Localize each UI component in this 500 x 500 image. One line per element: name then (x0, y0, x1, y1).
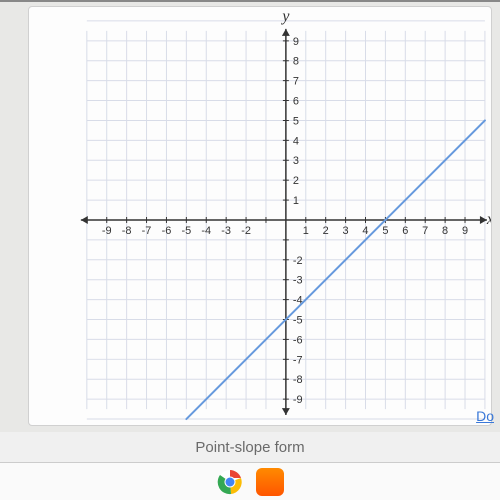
svg-text:-5: -5 (181, 225, 191, 237)
svg-text:2: 2 (293, 175, 299, 187)
svg-text:5: 5 (293, 115, 299, 127)
taskbar (0, 462, 500, 500)
svg-text:-2: -2 (293, 255, 303, 267)
svg-text:-3: -3 (221, 225, 231, 237)
axes (81, 29, 487, 415)
svg-text:7: 7 (422, 225, 428, 237)
svg-text:3: 3 (293, 155, 299, 167)
svg-text:6: 6 (293, 96, 299, 108)
graph-line (186, 120, 485, 419)
svg-text:3: 3 (343, 225, 349, 237)
svg-text:9: 9 (462, 225, 468, 237)
svg-text:-9: -9 (293, 394, 303, 406)
x-axis-label: x (486, 211, 491, 228)
svg-text:-3: -3 (293, 275, 303, 287)
svg-text:-9: -9 (102, 225, 112, 237)
app-icon[interactable] (256, 468, 284, 496)
svg-text:2: 2 (323, 225, 329, 237)
y-axis-label: y (280, 8, 290, 25)
svg-text:-5: -5 (293, 314, 303, 326)
svg-text:-7: -7 (293, 354, 303, 366)
svg-text:-8: -8 (293, 374, 303, 386)
svg-text:-6: -6 (293, 334, 303, 346)
svg-text:4: 4 (362, 225, 368, 237)
svg-text:8: 8 (293, 56, 299, 68)
svg-text:-2: -2 (241, 225, 251, 237)
svg-text:1: 1 (303, 225, 309, 237)
chrome-icon[interactable] (216, 468, 244, 496)
svg-text:8: 8 (442, 225, 448, 237)
form-label: Point-slope form (195, 439, 304, 456)
svg-text:1: 1 (293, 195, 299, 207)
coordinate-graph: -9-8-7-6-5-4-3-2123456789123456789-2-3-4… (29, 7, 491, 425)
svg-text:9: 9 (293, 36, 299, 48)
svg-text:-8: -8 (122, 225, 132, 237)
svg-text:6: 6 (402, 225, 408, 237)
app-frame: -9-8-7-6-5-4-3-2123456789123456789-2-3-4… (0, 0, 500, 435)
svg-text:-7: -7 (142, 225, 152, 237)
do-link[interactable]: Do (476, 408, 494, 424)
svg-text:-4: -4 (201, 225, 211, 237)
svg-text:4: 4 (293, 135, 299, 147)
bottom-bar: Do Point-slope form (0, 432, 500, 462)
content-area: -9-8-7-6-5-4-3-2123456789123456789-2-3-4… (28, 6, 492, 426)
svg-text:5: 5 (382, 225, 388, 237)
tick-labels: -9-8-7-6-5-4-3-2123456789123456789-2-3-4… (102, 36, 468, 406)
svg-text:-6: -6 (162, 225, 172, 237)
svg-text:7: 7 (293, 76, 299, 88)
